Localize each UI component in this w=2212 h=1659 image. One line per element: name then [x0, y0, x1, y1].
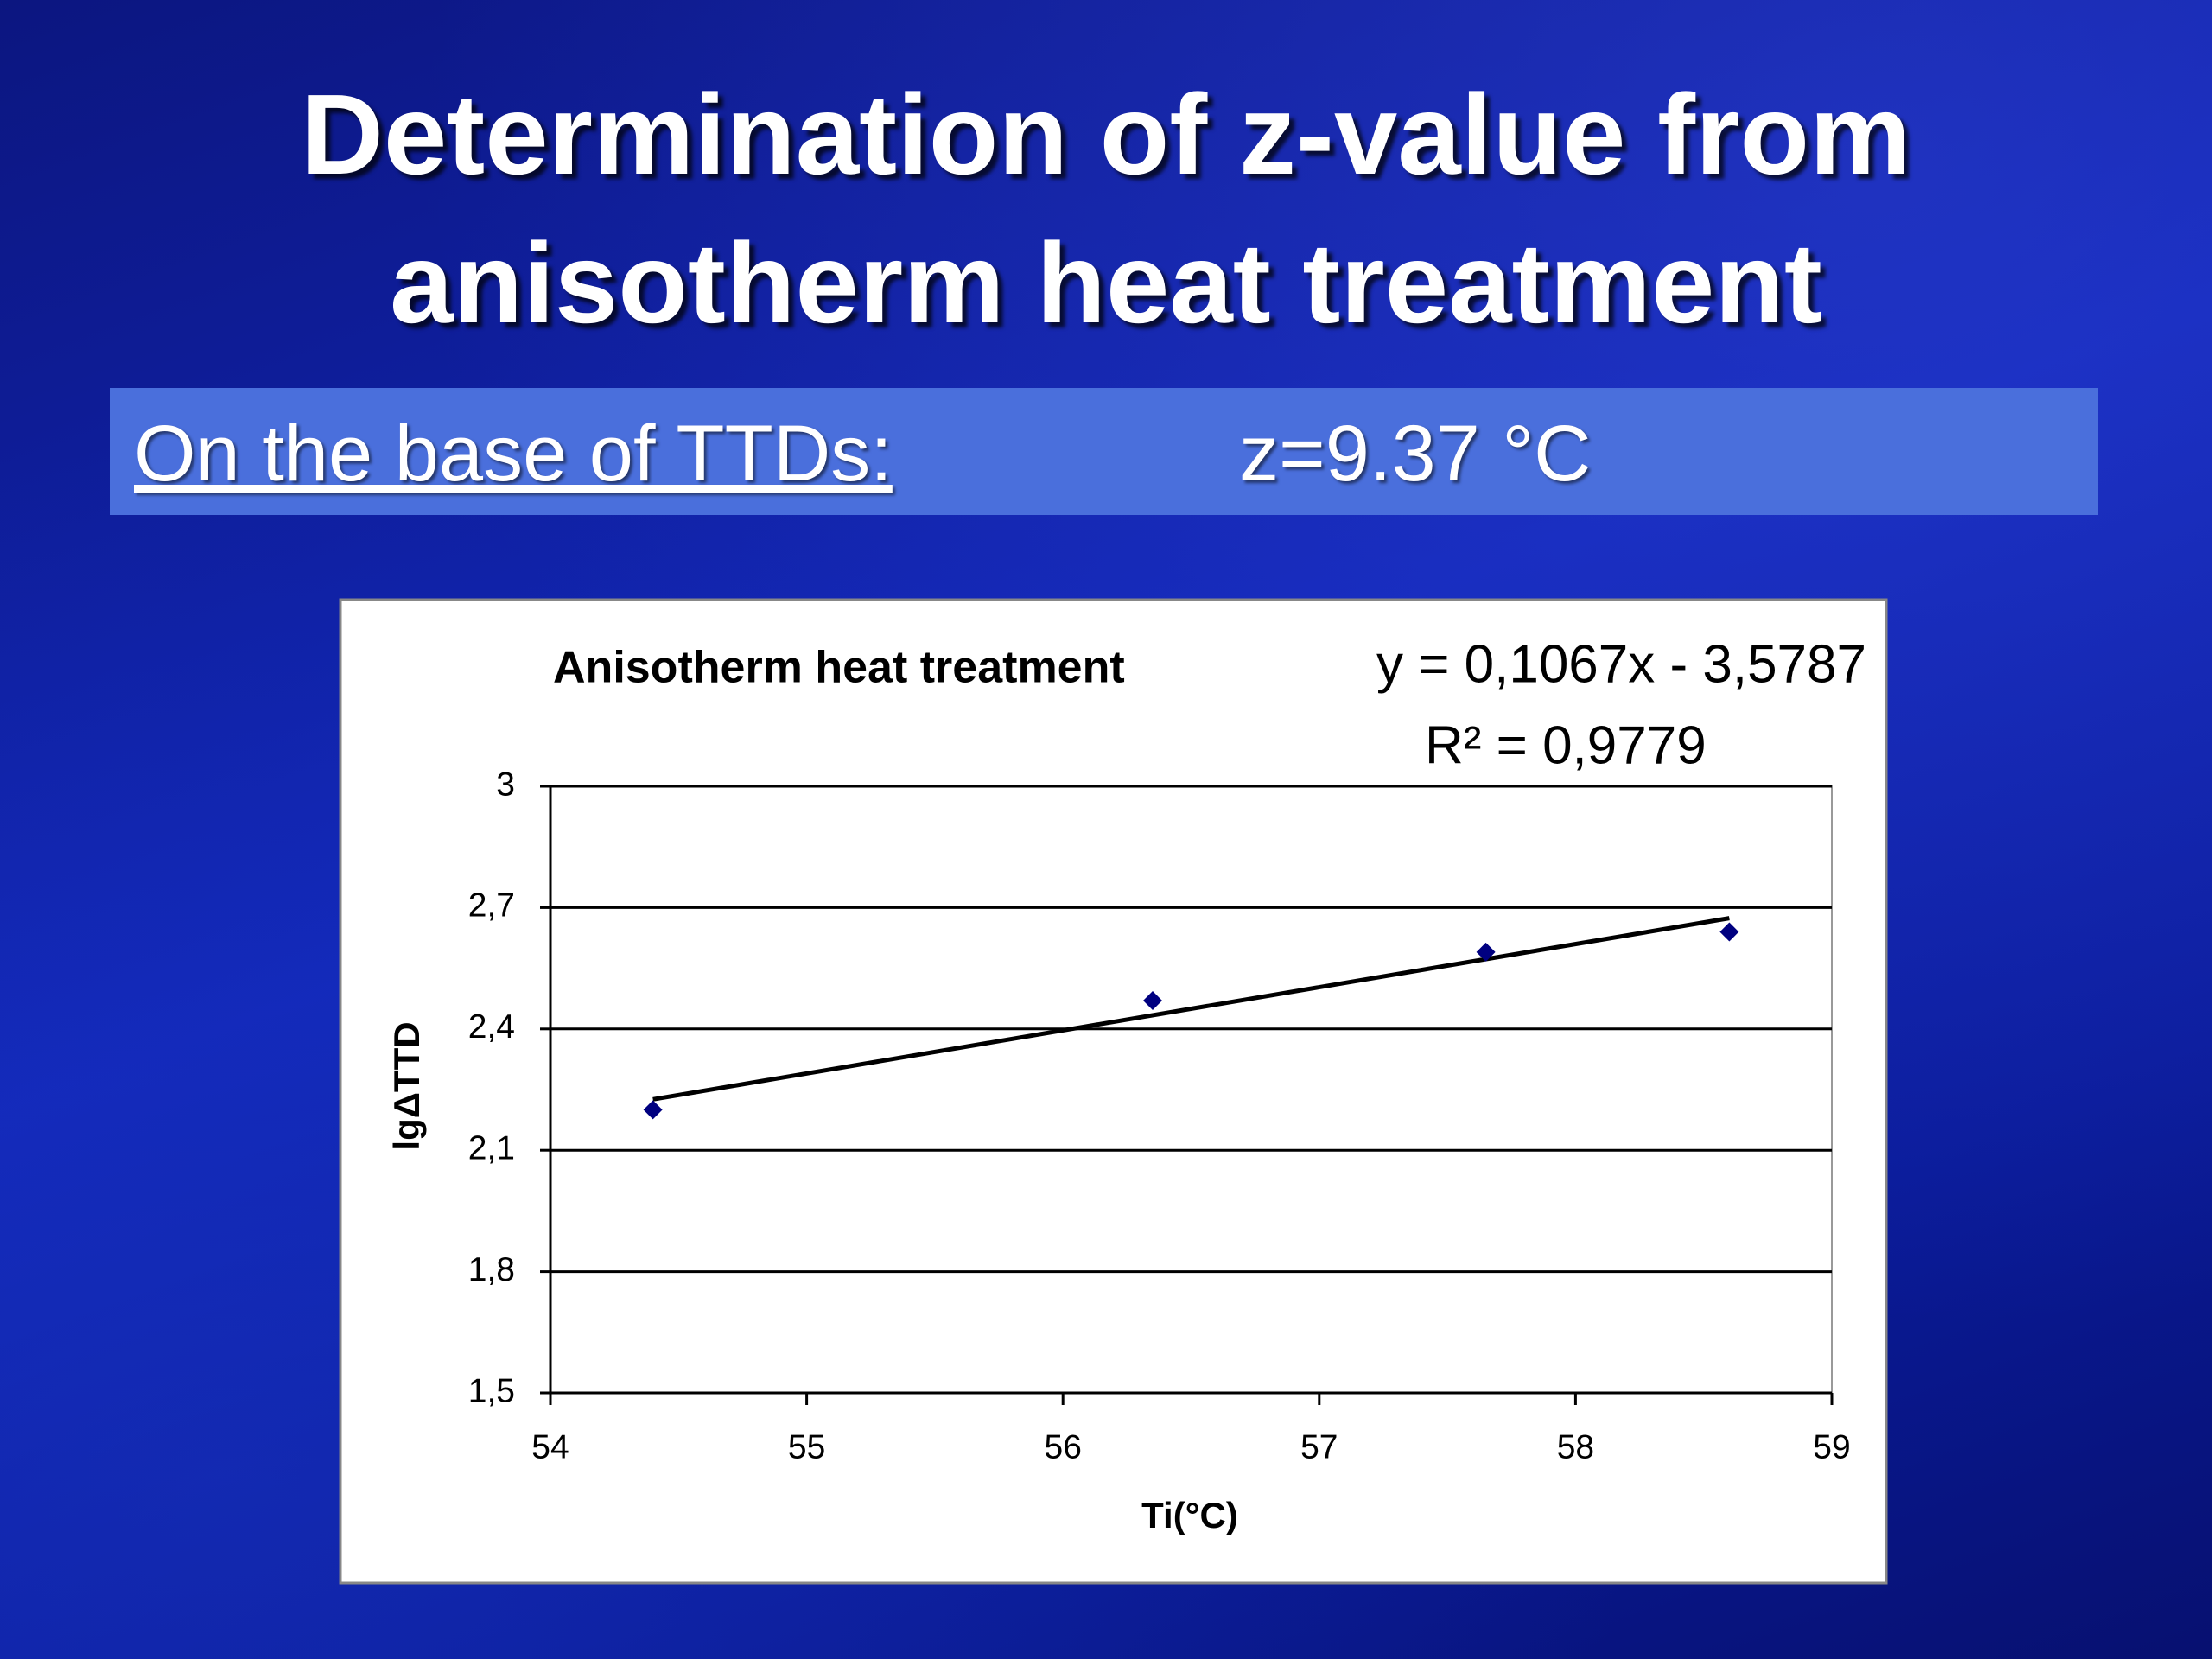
y-tick-label: 2,7	[468, 887, 515, 925]
slide-title: Determination of z-value from	[301, 71, 1911, 198]
x-tick-label: 59	[1813, 1428, 1850, 1465]
x-tick-label: 57	[1300, 1428, 1338, 1465]
trendline-r2: R² = 0,9779	[1425, 715, 1707, 775]
x-tick-label: 55	[788, 1428, 825, 1465]
slide-title: anisotherm heat treatment	[390, 219, 1822, 346]
x-axis-label: Ti(°C)	[1141, 1495, 1238, 1535]
x-tick-label: 54	[531, 1428, 569, 1465]
y-tick-label: 2,1	[468, 1129, 515, 1166]
chart-title: Anisotherm heat treatment	[553, 643, 1125, 693]
plot-area	[550, 785, 1833, 1394]
banner-label: On the base of TTDs:	[134, 410, 893, 498]
y-tick-label: 1,8	[468, 1251, 515, 1288]
banner-value: z=9.37 °C	[1239, 410, 1592, 498]
data-point	[1476, 942, 1496, 962]
x-tick-label: 56	[1045, 1428, 1082, 1465]
y-tick-label: 3	[496, 766, 515, 803]
trendline-equation: y = 0,1067x - 3,5787	[1376, 634, 1866, 694]
y-tick-label: 1,5	[468, 1372, 515, 1409]
y-axis-label: lgΔTTD	[386, 1021, 427, 1150]
trendline	[652, 916, 1730, 1102]
data-point	[1143, 991, 1163, 1011]
data-point	[643, 1100, 663, 1120]
y-tick-label: 2,4	[468, 1008, 515, 1046]
data-point	[1719, 922, 1739, 942]
x-tick-label: 58	[1557, 1428, 1594, 1465]
banner: On the base of TTDs: z=9.37 °C	[110, 388, 2098, 515]
